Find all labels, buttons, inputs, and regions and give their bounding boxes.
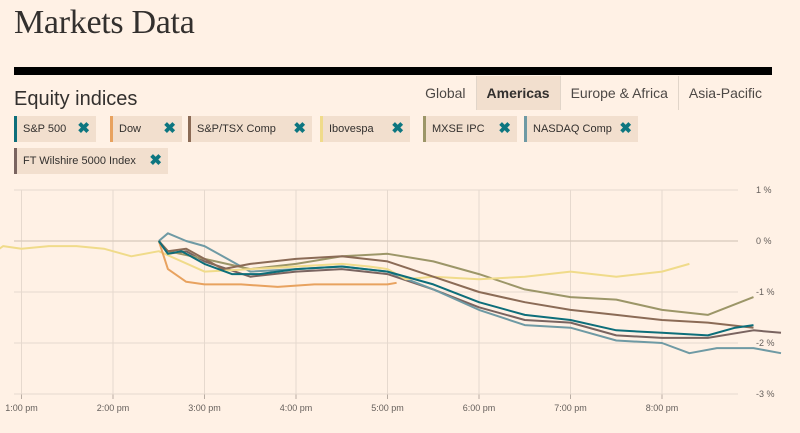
series-line-s-p-tsx-comp [158,240,754,329]
y-tick-label: -1 % [756,287,775,297]
x-tick-label: 3:00 pm [188,403,221,413]
chip-label: MXSE IPC [432,123,485,135]
close-icon[interactable]: ✖ [163,120,176,137]
close-icon[interactable]: ✖ [149,152,162,169]
chip-sp-tsx-comp[interactable]: S&P/TSX Comp ✖ [188,116,312,142]
page-title: Markets Data [14,4,195,41]
y-tick-label: 1 % [756,185,772,195]
series-line-ibovespa [0,245,690,281]
x-tick-label: 1:00 pm [5,403,38,413]
chip-label: NASDAQ Comp [533,123,612,135]
x-tick-label: 5:00 pm [371,403,404,413]
title-rule [14,67,772,75]
close-icon[interactable]: ✖ [619,120,632,137]
tab-global[interactable]: Global [425,85,466,101]
y-tick-label: -2 % [756,338,775,348]
chip-label: S&P/TSX Comp [197,123,276,135]
close-icon[interactable]: ✖ [293,120,306,137]
chip-dow[interactable]: Dow ✖ [110,116,182,142]
y-tick-label: 0 % [756,236,772,246]
x-tick-label: 6:00 pm [463,403,496,413]
chart-axis-labels: 1:00 pm 2:00 pm 3:00 pm 4:00 pm 5:00 pm 6:00 … [5,185,774,413]
chip-label: S&P 500 [23,123,67,135]
tab-asia-pacific[interactable]: Asia-Pacific [677,76,772,110]
chip-mxse-ipc[interactable]: MXSE IPC ✖ [423,116,517,142]
chip-ibovespa[interactable]: Ibovespa ✖ [320,116,410,142]
tab-americas[interactable]: Americas [475,76,560,110]
close-icon[interactable]: ✖ [391,120,404,137]
chart-grid [14,189,738,399]
chip-ft-wilshire-5000[interactable]: FT Wilshire 5000 Index ✖ [14,148,168,174]
x-tick-label: 8:00 pm [646,403,679,413]
chip-label: Ibovespa [329,123,374,135]
tab-europe-africa[interactable]: Europe & Africa [559,76,678,110]
x-tick-label: 7:00 pm [554,403,587,413]
x-tick-label: 2:00 pm [97,403,130,413]
chip-nasdaq-comp[interactable]: NASDAQ Comp ✖ [524,116,638,142]
chart-series [0,232,782,355]
x-tick-label: 4:00 pm [280,403,313,413]
y-tick-label: -3 % [756,389,775,399]
chip-sp500[interactable]: S&P 500 ✖ [14,116,96,142]
section-title: Equity indices [14,88,138,110]
series-line-mxse-ipc [158,240,754,316]
close-icon[interactable]: ✖ [77,120,90,137]
chip-label: FT Wilshire 5000 Index [23,155,136,167]
series-line-dow [157,240,397,288]
series-line-s-p-500 [157,240,754,337]
series-line-nasdaq-comp [158,232,782,355]
close-icon[interactable]: ✖ [498,120,511,137]
region-tabs: Global Americas Europe & Africa Asia-Pac… [415,76,772,110]
chip-label: Dow [119,123,142,135]
